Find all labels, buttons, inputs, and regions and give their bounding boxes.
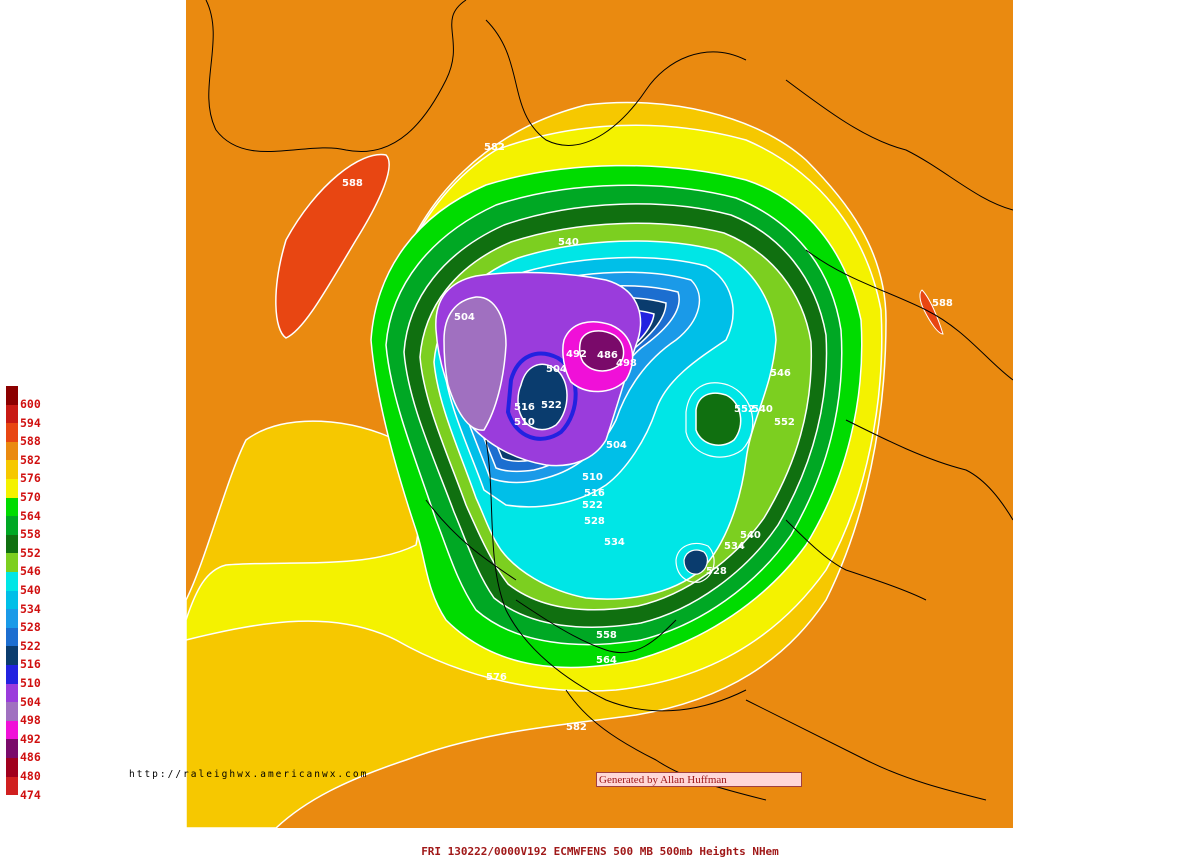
legend-label-504: 504 — [20, 694, 41, 709]
legend-swatch-510 — [6, 665, 18, 684]
height-map: 588 582 540 504 486 492 498 504 516 522 510 504 510 5… — [186, 0, 1013, 828]
contour-label: 552 — [734, 404, 755, 415]
contour-fill-east-552 — [695, 392, 742, 446]
legend-label-564: 564 — [20, 508, 41, 523]
contour-label: 528 — [706, 566, 727, 577]
legend-swatch-540 — [6, 572, 18, 591]
contour-label: 486 — [597, 350, 618, 361]
contour-fill-se-528 — [683, 549, 708, 575]
legend-swatch-576 — [6, 460, 18, 479]
contour-label: 540 — [740, 530, 761, 541]
contour-label: 492 — [566, 349, 587, 360]
contour-label: 582 — [566, 722, 587, 733]
contour-fill-core-510 — [505, 351, 578, 441]
contour-label: 522 — [582, 500, 603, 511]
legend-swatch-588 — [6, 423, 18, 442]
contour-label: 540 — [558, 237, 579, 248]
legend-swatch-534 — [6, 590, 18, 610]
contour-fill-core-516 — [517, 363, 568, 431]
contour-label: 564 — [596, 655, 617, 666]
legend-label-552: 552 — [20, 545, 41, 560]
legend-label-474: 474 — [20, 787, 41, 802]
legend-swatch-522 — [6, 627, 18, 647]
legend-swatch-546 — [6, 553, 18, 572]
contour-label: 522 — [541, 400, 562, 411]
contour-fill-498 — [443, 296, 507, 431]
contour-label: 516 — [584, 488, 605, 499]
contour-fill-se-534 — [675, 542, 715, 583]
contour-label: 498 — [616, 358, 637, 369]
contour-label: 576 — [486, 672, 507, 683]
legend-swatch-498 — [6, 702, 18, 721]
legend-swatch-486 — [6, 739, 18, 758]
legend-swatch-594 — [6, 404, 18, 424]
legend-label-498: 498 — [20, 713, 41, 728]
legend-swatch-492 — [6, 720, 18, 740]
contour-label: 588 — [342, 178, 363, 189]
legend-label-594: 594 — [20, 415, 41, 430]
contour-label: 546 — [770, 368, 791, 379]
contour-label: 510 — [582, 472, 603, 483]
legend-swatch-552 — [6, 534, 18, 554]
contour-fill-east-546 — [685, 382, 754, 458]
legend-swatch-600 — [6, 386, 18, 405]
contour-label: 588 — [932, 298, 953, 309]
legend-swatch-564 — [6, 497, 18, 517]
contour-fill-486 — [578, 330, 625, 372]
legend-label-588: 588 — [20, 434, 41, 449]
contour-label: 552 — [774, 417, 795, 428]
legend-label-480: 480 — [20, 769, 41, 783]
legend-label-558: 558 — [20, 527, 41, 542]
legend-swatch-474 — [6, 776, 18, 796]
legend-label-582: 582 — [20, 452, 41, 467]
legend-swatch-504 — [6, 683, 18, 703]
generated-by-box: Generated by Allan Huffman — [596, 772, 802, 787]
legend-swatch-516 — [6, 646, 18, 665]
legend-swatch-528 — [6, 609, 18, 628]
contour-label: 504 — [454, 312, 475, 323]
legend-swatch-570 — [6, 479, 18, 498]
legend-label-546: 546 — [20, 564, 41, 579]
contour-label: 528 — [584, 516, 605, 527]
contour-label: 540 — [752, 404, 773, 415]
legend-label-522: 522 — [20, 638, 41, 653]
contour-label: 504 — [606, 440, 627, 451]
legend-swatch-480 — [6, 758, 18, 777]
legend-label-534: 534 — [20, 601, 41, 616]
source-url: http://raleighwx.americanwx.com — [129, 769, 369, 780]
contour-label: 504 — [546, 364, 567, 375]
contour-label: 534 — [604, 537, 625, 548]
contour-label: 510 — [514, 417, 535, 428]
legend-swatch-582 — [6, 441, 18, 461]
contour-label: 582 — [484, 142, 505, 153]
contour-fill-588-east — [919, 289, 944, 335]
contour-fill-588-west — [275, 153, 390, 339]
legend-label-516: 516 — [20, 657, 41, 672]
legend-label-576: 576 — [20, 471, 41, 486]
contour-label: 516 — [514, 402, 535, 413]
legend-label-528: 528 — [20, 620, 41, 635]
legend-label-570: 570 — [20, 490, 41, 504]
legend-label-510: 510 — [20, 676, 41, 690]
legend-swatch-558 — [6, 516, 18, 535]
coastlines — [205, 0, 1013, 801]
legend-label-492: 492 — [20, 731, 41, 746]
footer-title: FRI 130222/0000V192 ECMWFENS 500 MB 500m… — [421, 845, 779, 858]
contour-label: 534 — [724, 541, 745, 552]
legend-label-600: 600 — [20, 397, 41, 411]
legend-label-540: 540 — [20, 583, 41, 597]
legend-label-486: 486 — [20, 750, 41, 765]
contour-label: 558 — [596, 630, 617, 641]
